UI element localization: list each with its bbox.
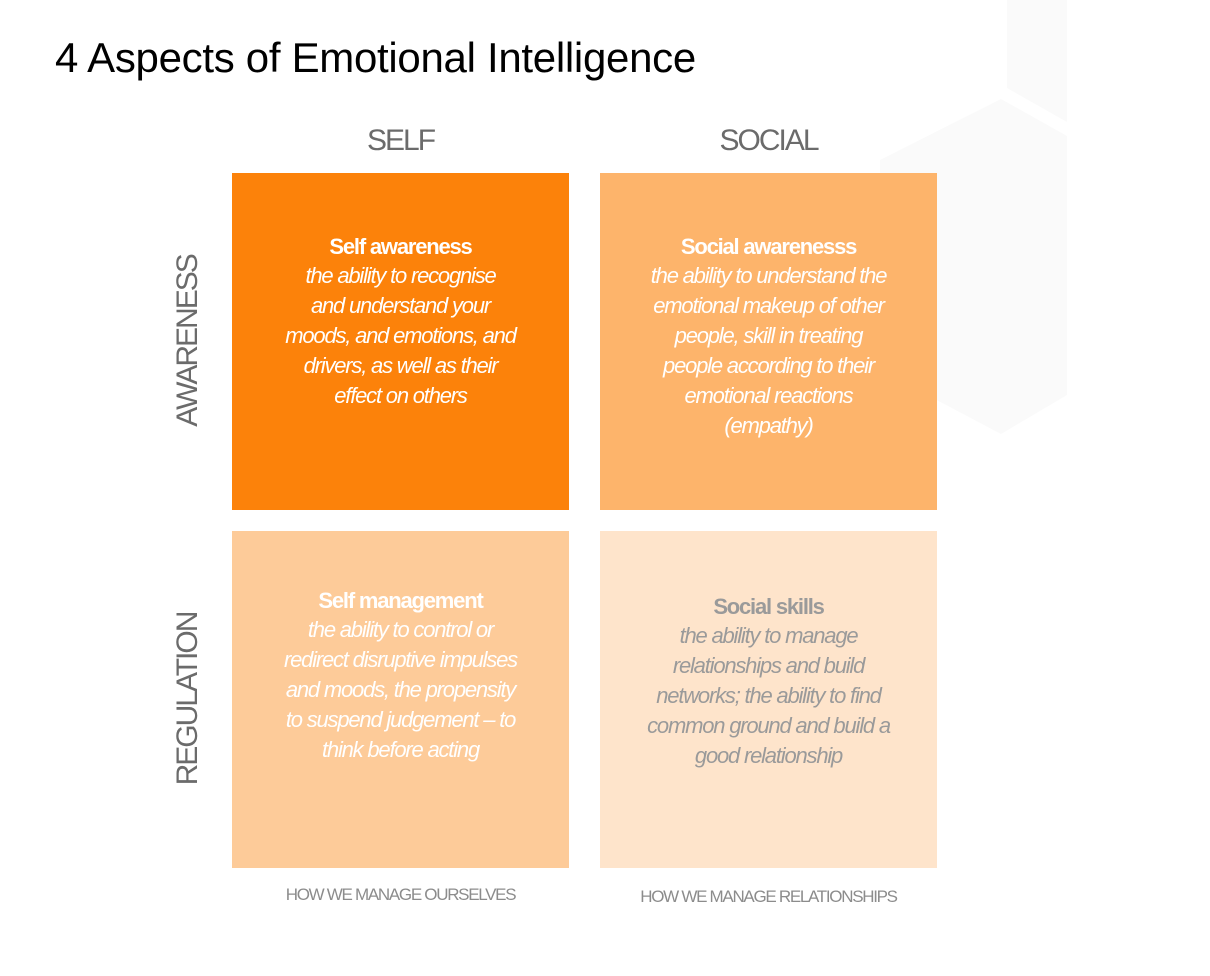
quadrant-description-line: effect on others xyxy=(334,383,468,408)
quadrant-description-line: the ability to control or xyxy=(307,617,494,642)
quadrant-description-line: to suspend judgement – to xyxy=(285,707,516,732)
column-header-self: SELF xyxy=(366,124,436,157)
quadrant-heading: Social skills xyxy=(713,594,825,619)
row-header-regulation: REGULATION xyxy=(171,612,204,786)
quadrant-description-line: the ability to understand the xyxy=(650,263,888,288)
quadrant-description-line: the ability to manage xyxy=(679,623,859,648)
page-title: 4 Aspects of Emotional Intelligence xyxy=(55,34,696,81)
column-header-social: SOCIAL xyxy=(719,124,819,157)
quadrant-social-skills: Social skills the ability to manage relati… xyxy=(600,531,937,868)
quadrant-description-line: networks; the ability to find xyxy=(656,683,882,708)
quadrant-self-management: Self management the ability to control or… xyxy=(232,531,569,868)
quadrant-description-line: relationships and build xyxy=(672,653,866,678)
quadrant-description-line: redirect disruptive impulses xyxy=(284,647,518,672)
row-header-awareness: AWARENESS xyxy=(171,255,204,427)
quadrant-description-line: and understand your xyxy=(310,293,491,318)
quadrant-description-line: good relationship xyxy=(694,743,843,768)
quadrant-social-awareness: Social awarenesss the ability to understa… xyxy=(600,173,937,510)
quadrant-description-line: common ground and build a xyxy=(647,713,891,738)
quadrant-heading: Social awarenesss xyxy=(680,234,857,259)
quadrant-description-line: drivers, as well as their xyxy=(303,353,499,378)
quadrant-description-line: moods, and emotions, and xyxy=(285,323,517,348)
quadrant-description-line: emotional reactions xyxy=(684,383,854,408)
quadrant-self-awareness: Self awareness the ability to recognise an… xyxy=(232,173,569,510)
quadrant-description-line: people according to their xyxy=(663,353,875,378)
quadrant-description-line: and moods, the propensity xyxy=(285,677,516,702)
quadrant-heading: Self management xyxy=(318,588,483,613)
quadrant-description-line: people, skill in treating xyxy=(674,323,864,348)
footer-self: HOW WE MANAGE OURSELVES xyxy=(285,885,517,904)
quadrant-description-line: think before acting xyxy=(322,737,480,762)
quadrant-heading: Self awareness xyxy=(329,234,472,259)
quadrant-description-line: emotional makeup of other xyxy=(653,293,885,318)
footer-social: HOW WE MANAGE RELATIONSHIPS xyxy=(640,887,898,906)
quadrant-description-line: the ability to recognise xyxy=(305,263,496,288)
quadrant-description-line: (empathy) xyxy=(724,413,813,438)
